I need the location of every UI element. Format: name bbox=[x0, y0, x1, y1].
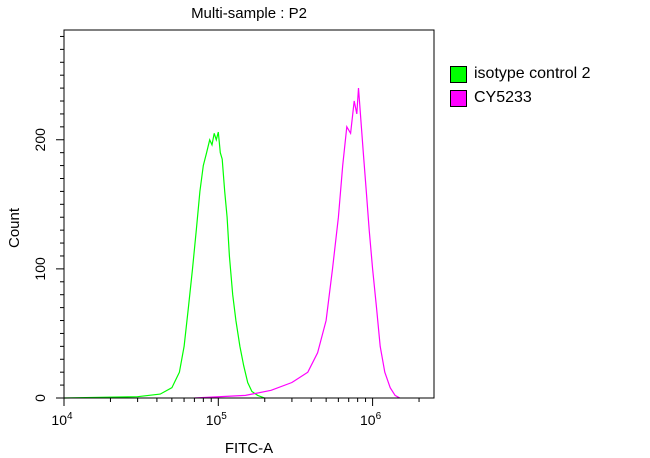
legend-label-cy5233: CY5233 bbox=[474, 89, 532, 106]
series-line-0 bbox=[63, 131, 265, 399]
legend-label-isotype: isotype control 2 bbox=[474, 65, 591, 82]
axis-layer: 104 105 106 0 100 200 bbox=[32, 29, 435, 428]
legend-swatch-isotype bbox=[450, 65, 467, 83]
x-axis-label: FITC-A bbox=[225, 440, 273, 457]
x-tick-label-0: 104 bbox=[51, 411, 73, 428]
series-layer bbox=[63, 88, 401, 399]
legend-swatch-cy5233 bbox=[450, 89, 467, 107]
legend-item-cy5233: CY5233 bbox=[450, 86, 591, 110]
legend: isotype control 2 CY5233 bbox=[450, 62, 591, 110]
y-tick-label-2: 200 bbox=[32, 128, 48, 152]
series-line-1 bbox=[194, 88, 401, 399]
x-tick-label-2: 106 bbox=[360, 411, 382, 428]
y-axis-label: Count bbox=[6, 207, 23, 248]
chart-title: Multi-sample : P2 bbox=[191, 5, 307, 22]
x-tick-label-1: 105 bbox=[206, 411, 228, 428]
plot-frame bbox=[63, 29, 435, 399]
y-tick-label-1: 100 bbox=[32, 257, 48, 281]
legend-item-isotype: isotype control 2 bbox=[450, 62, 591, 86]
y-tick-label-0: 0 bbox=[32, 394, 48, 402]
